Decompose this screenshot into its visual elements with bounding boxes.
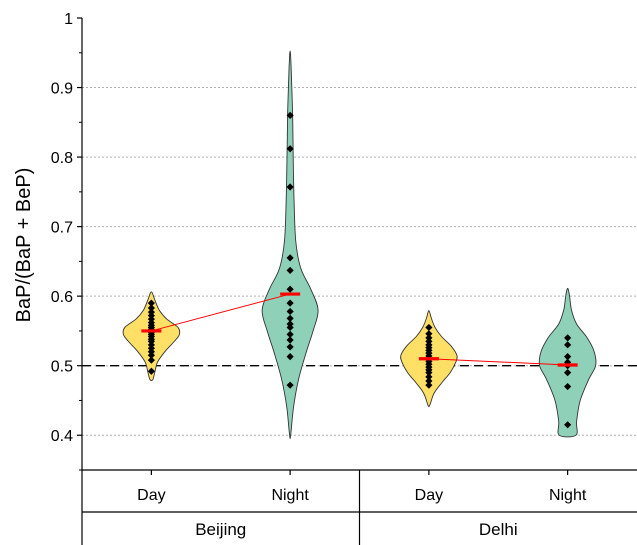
data-point <box>286 336 294 344</box>
median-connector-delhi <box>428 358 568 366</box>
y-tick-label: 0.6 <box>51 289 73 306</box>
y-tick-label: 0.7 <box>51 220 73 237</box>
data-point <box>286 320 294 328</box>
y-tick-label: 0.4 <box>51 428 73 445</box>
data-point <box>564 369 572 377</box>
data-point <box>286 183 294 191</box>
data-point <box>147 367 155 375</box>
y-tick-label: 1 <box>64 11 73 28</box>
data-point <box>147 299 155 307</box>
data-point <box>564 334 572 342</box>
data-point <box>425 323 433 332</box>
data-point <box>564 341 572 349</box>
data-point <box>147 304 155 312</box>
data-point <box>564 382 572 391</box>
data-point <box>147 356 155 364</box>
data-point <box>425 377 433 385</box>
data-point <box>564 421 572 429</box>
y-tick-label: 0.5 <box>51 359 73 376</box>
category-label: Day <box>137 487 165 504</box>
data-point <box>286 285 294 293</box>
data-points <box>147 111 572 429</box>
data-point <box>425 334 433 342</box>
median-connectors <box>151 293 568 366</box>
y-axis-title: BaP/(BaP + BeP) <box>13 168 35 323</box>
data-point <box>286 343 294 351</box>
group-labels: Beijing Delhi <box>195 520 517 539</box>
data-point <box>286 254 294 262</box>
data-point <box>286 353 294 361</box>
data-point <box>286 330 294 338</box>
y-ticks: 0.4 0.5 0.6 0.7 0.8 0.9 1 <box>51 11 82 471</box>
data-point <box>147 308 155 316</box>
category-label: Night <box>271 487 309 504</box>
violins <box>122 50 597 440</box>
group-label: Beijing <box>195 520 246 539</box>
median-connector-beijing <box>151 293 291 332</box>
data-point <box>286 299 294 307</box>
data-point <box>286 381 294 389</box>
median-markers <box>141 292 578 367</box>
data-point <box>286 266 294 275</box>
category-label: Night <box>549 487 587 504</box>
data-point <box>286 307 294 316</box>
data-point <box>425 330 433 338</box>
data-point <box>425 381 433 389</box>
y-tick-label: 0.8 <box>51 150 73 167</box>
data-point <box>425 373 433 381</box>
data-point <box>286 145 294 153</box>
group-label: Delhi <box>479 520 518 539</box>
y-tick-label: 0.9 <box>51 81 73 98</box>
category-labels: Day Night Day Night <box>137 487 587 504</box>
data-point <box>286 314 294 323</box>
data-point <box>564 353 572 361</box>
axes <box>81 18 637 545</box>
data-point <box>286 111 294 119</box>
category-label: Day <box>415 487 443 504</box>
violin-beijing-night <box>261 50 319 440</box>
